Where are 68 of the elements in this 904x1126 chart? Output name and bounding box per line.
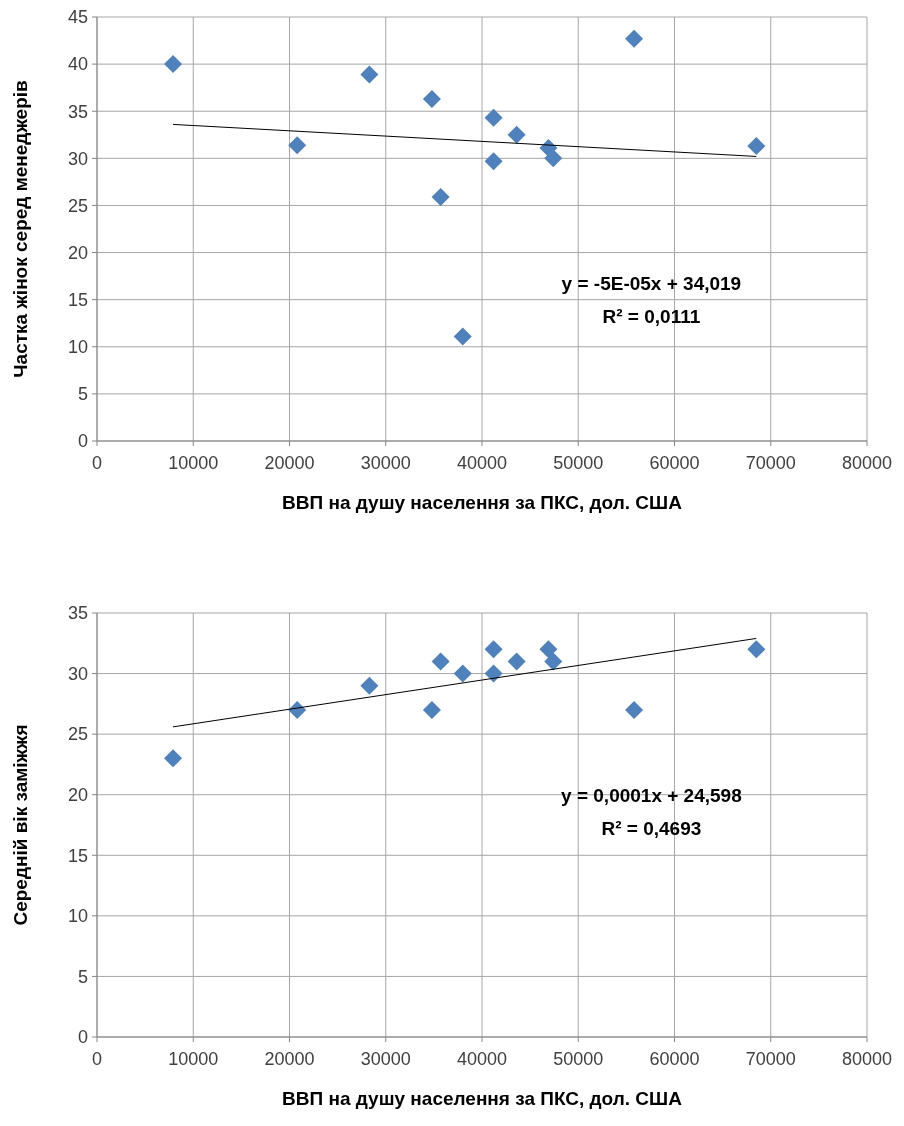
y-tick-label: 35 — [67, 101, 88, 122]
x-axis-title: ВВП на душу населення за ПКС, дол. США — [282, 1088, 683, 1109]
point — [453, 664, 472, 683]
point — [453, 327, 472, 346]
x-tick-label: 70000 — [745, 1049, 796, 1069]
point — [484, 108, 503, 127]
x-tick-label: 60000 — [649, 453, 700, 473]
x-tick-label: 0 — [91, 1049, 103, 1069]
y-tick-label: 20 — [67, 785, 88, 806]
y-axis-title: Частка жінок серед менеджерів — [10, 80, 31, 378]
point — [360, 676, 379, 695]
annotation: y = -5E-05x + 34,019 — [561, 273, 742, 295]
x-tick-label: 10000 — [168, 1049, 219, 1069]
point — [288, 136, 307, 155]
annotation: R² = 0,0111 — [602, 306, 701, 328]
x-tick-label: 50000 — [553, 1049, 604, 1069]
y-tick-label: 10 — [67, 906, 88, 927]
y-tick-label: 0 — [77, 1027, 88, 1048]
x-tick-label: 30000 — [360, 1049, 411, 1069]
y-tick-label: 0 — [77, 431, 88, 452]
point — [544, 149, 563, 168]
point — [431, 652, 450, 671]
x-tick-label: 80000 — [841, 453, 893, 473]
y-tick-label: 45 — [67, 7, 88, 28]
point — [164, 749, 183, 768]
x-tick-label: 40000 — [456, 453, 508, 473]
point — [539, 640, 558, 659]
x-tick-label: 10000 — [168, 453, 219, 473]
x-tick-label: 80000 — [841, 1049, 893, 1069]
x-tick-label: 60000 — [649, 1049, 700, 1069]
x-tick-label: 40000 — [456, 1049, 508, 1069]
y-tick-label: 5 — [77, 966, 88, 987]
x-tick-label: 50000 — [553, 453, 604, 473]
y-tick-label: 15 — [67, 289, 88, 310]
point — [747, 640, 766, 659]
point — [625, 29, 644, 48]
point — [507, 652, 526, 671]
y-tick-label: 10 — [67, 337, 88, 358]
y-tick-label: 25 — [67, 724, 88, 745]
y-tick-label: 25 — [67, 195, 88, 216]
x-tick-label: 30000 — [360, 453, 411, 473]
point — [625, 700, 644, 719]
y-tick-label: 40 — [67, 54, 88, 75]
point — [484, 152, 503, 171]
y-axis-title: Середній вік заміжжя — [10, 724, 31, 926]
y-tick-label: 35 — [67, 603, 88, 624]
y-tick-label: 30 — [67, 148, 88, 169]
y-tick-label: 30 — [67, 663, 88, 684]
point — [484, 664, 503, 683]
point — [484, 640, 503, 659]
x-axis-title: ВВП на душу населення за ПКС, дол. США — [282, 492, 683, 513]
x-tick-label: 20000 — [264, 1049, 315, 1069]
point — [164, 55, 183, 74]
annotation: R² = 0,4693 — [601, 817, 702, 839]
point — [360, 65, 379, 84]
point — [422, 700, 441, 719]
point — [747, 137, 766, 156]
y-tick-label: 20 — [67, 242, 88, 263]
point — [544, 652, 563, 671]
point — [507, 125, 526, 144]
x-tick-label: 0 — [91, 453, 103, 473]
point — [422, 89, 441, 108]
point — [431, 187, 450, 206]
annotation: y = 0,0001x + 24,598 — [561, 784, 742, 806]
x-tick-label: 70000 — [745, 453, 796, 473]
x-tick-label: 20000 — [264, 453, 315, 473]
y-tick-label: 5 — [77, 384, 88, 405]
y-tick-label: 15 — [67, 845, 88, 866]
